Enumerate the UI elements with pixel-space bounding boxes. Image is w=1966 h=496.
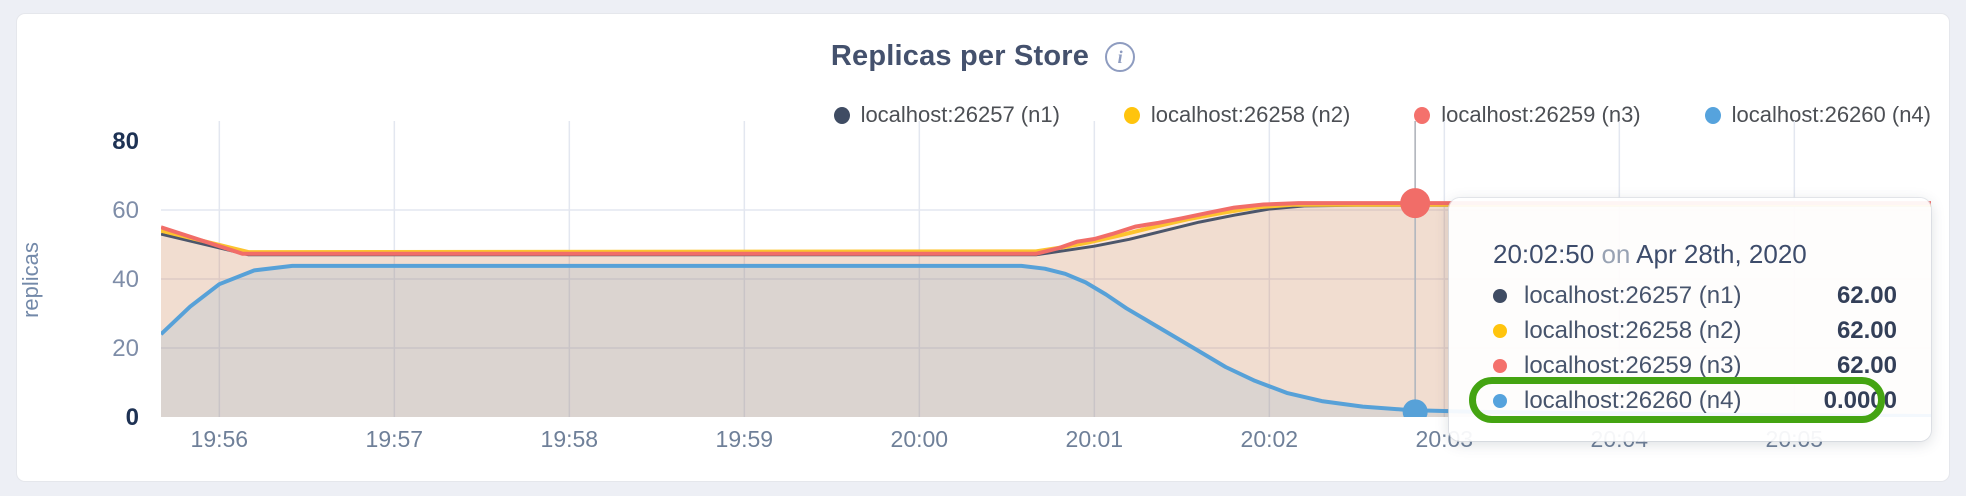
tooltip-row-n2: localhost:26258 (n2) 62.00 xyxy=(1493,313,1897,348)
y-axis-tick: 60 xyxy=(112,197,139,224)
hover-tooltip: 20:02:50 on Apr 28th, 2020 localhost:262… xyxy=(1449,198,1931,441)
tooltip-row-n3: localhost:26259 (n3) 62.00 xyxy=(1493,348,1897,383)
y-axis-tick: 0 xyxy=(126,404,139,431)
series-area xyxy=(161,265,1931,417)
x-axis-tick: 20:02 xyxy=(1241,426,1299,452)
tooltip-series-value: 62.00 xyxy=(1836,316,1897,344)
legend-item-n3[interactable]: localhost:26259 (n3) xyxy=(1414,102,1641,128)
x-axis-tick: 19:57 xyxy=(366,426,424,452)
x-axis-tick: 19:56 xyxy=(191,426,249,452)
tooltip-series-label: localhost:26259 (n3) xyxy=(1524,351,1742,379)
hover-point-dot xyxy=(1402,399,1428,417)
legend-item-n2[interactable]: localhost:26258 (n2) xyxy=(1123,102,1351,128)
tooltip-series-label: localhost:26260 (n4) xyxy=(1524,386,1742,414)
legend-item-n4[interactable]: localhost:26260 (n4) xyxy=(1704,102,1931,128)
tooltip-series-dot xyxy=(1493,358,1507,373)
highlight-annotation-ring xyxy=(1469,377,1885,423)
legend-series-label: localhost:26259 (n3) xyxy=(1441,102,1641,127)
tooltip-series-dot xyxy=(1493,393,1507,408)
legend-series-dot xyxy=(1704,106,1721,124)
tooltip-series-label: localhost:26257 (n1) xyxy=(1524,281,1742,309)
legend-series-label: localhost:26260 (n4) xyxy=(1731,102,1931,127)
x-axis-tick: 20:01 xyxy=(1066,426,1124,452)
x-axis-tick: 19:58 xyxy=(541,426,599,452)
tooltip-series-dot xyxy=(1493,288,1507,303)
legend-item-n1[interactable]: localhost:26257 (n1) xyxy=(833,102,1060,128)
x-axis-tick: 20:00 xyxy=(891,426,949,452)
y-axis-tick: 20 xyxy=(112,335,139,362)
legend-series-label: localhost:26257 (n1) xyxy=(860,102,1060,127)
x-axis-tick: 19:59 xyxy=(716,426,774,452)
y-axis-tick: 80 xyxy=(112,128,139,155)
hover-point-dot xyxy=(1400,188,1431,219)
tooltip-series-dot xyxy=(1493,323,1507,338)
legend-series-dot xyxy=(1414,106,1431,124)
y-axis-tick: 40 xyxy=(112,266,139,293)
tooltip-series-value: 62.00 xyxy=(1836,281,1897,309)
legend-series-dot xyxy=(1123,106,1140,124)
legend-series-label: localhost:26258 (n2) xyxy=(1150,102,1351,127)
chart-panel: Replicas per Store i localhost:26257 (n1… xyxy=(16,13,1950,482)
series-line xyxy=(161,201,1931,256)
legend: localhost:26257 (n1) localhost:26258 (n2)… xyxy=(833,102,1931,128)
legend-series-dot xyxy=(833,106,850,124)
series-line xyxy=(161,202,1931,255)
tooltip-row-n1: localhost:26257 (n1) 62.00 xyxy=(1493,278,1897,313)
chart-header: Replicas per Store i xyxy=(17,40,1949,73)
info-icon[interactable]: i xyxy=(1105,41,1136,72)
chart-title: Replicas per Store xyxy=(830,40,1090,72)
tooltip-timestamp: 20:02:50 on Apr 28th, 2020 xyxy=(1493,239,1807,269)
tooltip-series-label: localhost:26258 (n2) xyxy=(1524,316,1742,344)
tooltip-series-value: 62.00 xyxy=(1836,351,1897,379)
